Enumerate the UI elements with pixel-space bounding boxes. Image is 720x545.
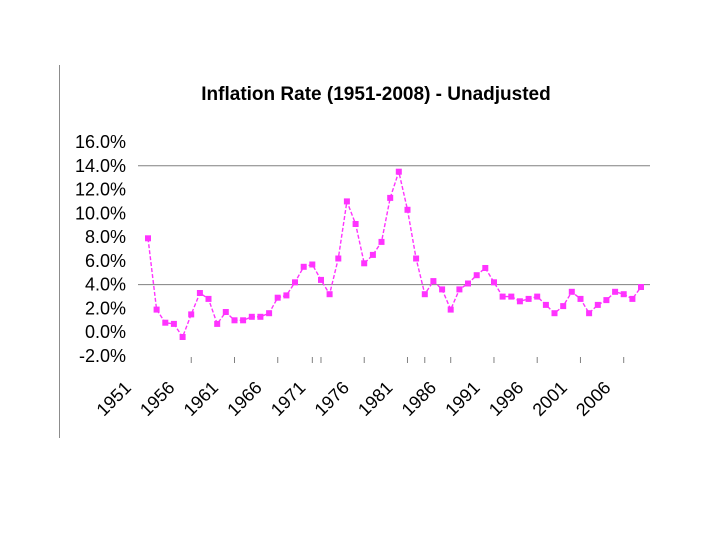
- data-point-1970: [309, 261, 316, 268]
- x-tick-label: 1951: [93, 378, 135, 420]
- data-point-1990: [482, 265, 489, 271]
- y-tick-label: -2.0%: [79, 346, 126, 366]
- data-point-1977: [369, 251, 376, 258]
- x-tick-label: 1966: [223, 378, 265, 420]
- x-tick-label: 2006: [572, 378, 614, 420]
- data-point-1981: [404, 206, 411, 213]
- data-point-1998: [551, 310, 558, 317]
- data-point-1995: [525, 295, 532, 302]
- data-point-1975: [352, 221, 359, 227]
- x-axis: [190, 357, 625, 363]
- data-point-1999: [560, 303, 567, 310]
- x-tick-label: 1976: [311, 378, 353, 420]
- data-point-1997: [542, 301, 549, 308]
- data-point-2007: [629, 295, 636, 302]
- data-point-1962: [240, 317, 247, 324]
- data-point-1991: [491, 279, 497, 286]
- gridlines: [138, 165, 650, 286]
- data-point-1974: [343, 198, 350, 205]
- x-tick-label: 1971: [267, 378, 309, 420]
- data-point-2006: [620, 291, 627, 298]
- y-tick-label: 12.0%: [75, 180, 126, 200]
- data-point-1984: [430, 278, 437, 285]
- data-point-1954: [170, 320, 177, 327]
- x-tick-label: 1981: [354, 378, 396, 420]
- y-axis-tick-labels: 16.0% 14.0% 12.0% 10.0% 8.0% 6.0% 4.0% 2.0% 0.0%…: [75, 132, 126, 366]
- y-tick-label: 8.0%: [85, 227, 126, 247]
- data-point-1959: [214, 320, 221, 327]
- data-point-2005: [612, 288, 619, 295]
- data-point-1964: [257, 313, 264, 320]
- data-point-1966: [274, 294, 281, 301]
- y-tick-label: 4.0%: [85, 275, 126, 295]
- data-point-2001: [577, 295, 584, 302]
- data-point-1958: [205, 295, 212, 302]
- data-point-1956: [188, 311, 195, 318]
- x-tick-label: 1961: [180, 378, 222, 420]
- series-line: [147, 169, 642, 339]
- data-point-2003: [594, 301, 601, 308]
- x-tick-label: 1991: [441, 378, 483, 420]
- series-inflation-rate: [145, 168, 644, 340]
- x-tick-label: 1996: [485, 378, 527, 420]
- data-point-1963: [248, 313, 255, 320]
- x-tick-label: 1956: [136, 378, 178, 420]
- left-border-rule: [59, 65, 60, 438]
- y-tick-label: 10.0%: [75, 203, 126, 223]
- data-point-1973: [335, 255, 342, 262]
- data-point-1967: [283, 292, 290, 299]
- y-tick-label: 16.0%: [75, 132, 126, 152]
- data-point-1979: [387, 194, 394, 201]
- data-point-1996: [534, 293, 541, 300]
- y-tick-label: 2.0%: [85, 298, 126, 318]
- data-point-1980: [395, 168, 402, 175]
- data-point-1985: [439, 286, 446, 293]
- data-point-2008: [638, 284, 644, 290]
- data-point-2004: [603, 297, 610, 304]
- data-point-1961: [231, 317, 238, 324]
- data-point-1965: [266, 310, 273, 317]
- data-point-1960: [222, 309, 229, 315]
- data-point-1969: [300, 263, 307, 270]
- data-point-1955: [179, 334, 186, 340]
- data-point-1982: [413, 255, 420, 262]
- x-tick-label: 1986: [398, 378, 440, 420]
- data-point-1976: [361, 260, 368, 267]
- y-tick-label: 14.0%: [75, 156, 126, 176]
- data-point-2000: [568, 288, 575, 295]
- data-point-1993: [508, 293, 515, 300]
- data-point-1953: [162, 319, 169, 326]
- data-point-2002: [586, 310, 593, 317]
- data-point-1987: [456, 286, 463, 293]
- y-tick-label: 6.0%: [85, 251, 126, 271]
- data-point-1968: [292, 279, 298, 286]
- data-point-1986: [447, 306, 454, 313]
- data-point-1952: [153, 306, 160, 313]
- x-axis-tick-labels: 1951 1956 1961 1966 1971 1976 1981 1986 1991 1996…: [93, 378, 615, 420]
- chart-title: Inflation Rate (1951-2008) - Unadjusted: [201, 84, 550, 105]
- data-point-1972: [326, 291, 333, 298]
- data-point-1951: [145, 235, 151, 242]
- data-point-1971: [318, 276, 324, 283]
- data-point-1978: [378, 238, 385, 245]
- data-point-1992: [499, 293, 506, 300]
- x-tick-label: 2001: [529, 378, 571, 420]
- data-point-1983: [421, 291, 428, 298]
- data-point-1994: [516, 298, 523, 305]
- data-point-1988: [465, 280, 471, 287]
- data-point-1957: [196, 290, 203, 296]
- y-tick-label: 0.0%: [85, 322, 126, 342]
- data-point-1989: [473, 272, 480, 279]
